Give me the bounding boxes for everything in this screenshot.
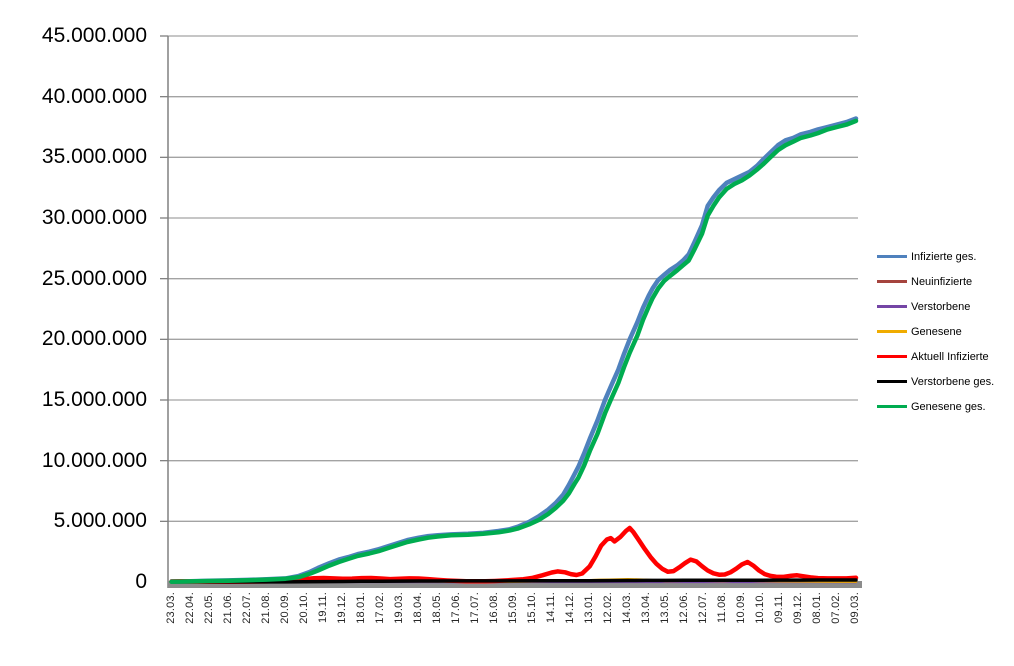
- y-axis-label: 15.000.000: [41, 388, 147, 411]
- x-axis-label: 18.05.: [430, 592, 443, 624]
- x-axis-label: 13.05.: [658, 592, 671, 624]
- legend-line-swatch: [877, 305, 907, 308]
- y-axis-label: 10.000.000: [41, 448, 147, 472]
- x-axis-label: 23.03.: [164, 592, 177, 624]
- x-axis-label: 13.04.: [639, 592, 652, 624]
- x-axis-label: 20.10.: [297, 592, 310, 624]
- x-axis-label: 19.12.: [335, 592, 348, 624]
- x-axis-label: 12.02.: [601, 592, 614, 624]
- x-axis-label: 15.10.: [525, 592, 538, 624]
- x-axis-label: 12.07.: [696, 592, 709, 624]
- y-axis-label: 20.000.000: [41, 327, 147, 351]
- legend-item-label: Verstorbene ges.: [911, 375, 995, 388]
- x-axis-label: 22.07.: [240, 592, 253, 624]
- legend-line-swatch: [877, 380, 907, 383]
- legend-line-swatch: [877, 405, 907, 408]
- y-axis-label: 35.000.000: [41, 145, 147, 169]
- legend-item-label: Genesene ges.: [911, 400, 986, 413]
- x-axis-label: 08.01.: [810, 592, 823, 624]
- x-axis-label: 10.09.: [734, 592, 747, 624]
- x-axis-label: 21.06.: [221, 592, 234, 624]
- legend-item-label: Infizierte ges.: [911, 250, 977, 263]
- legend-line-swatch: [877, 280, 907, 283]
- x-axis-label: 10.10.: [753, 592, 766, 624]
- legend-item: Verstorbene ges.: [877, 375, 994, 388]
- x-axis-label: 22.04.: [183, 592, 196, 624]
- legend-item-label: Verstorbene: [911, 300, 971, 313]
- x-axis-label: 18.04.: [411, 592, 424, 624]
- y-axis-labels: 45.000.000 40.000.000 35.000.000 30.000.000…: [0, 0, 147, 666]
- legend-item: Neuinfizierte: [877, 275, 994, 288]
- x-axis-label: 17.02.: [373, 592, 386, 624]
- x-axis-label: 21.08.: [259, 592, 272, 624]
- legend-line-swatch: [877, 355, 907, 358]
- y-axis-label: 30.000.000: [41, 206, 147, 229]
- x-axis-label: 14.12.: [563, 592, 576, 624]
- legend-item-label: Genesene: [911, 325, 962, 338]
- x-axis-label: 20.09.: [278, 592, 291, 624]
- legend-item-label: Aktuell Infizierte: [911, 350, 989, 363]
- x-axis-label: 14.11.: [544, 592, 557, 623]
- chart-legend: Infizierte ges. Neuinfizierte Verstorben…: [877, 250, 994, 413]
- legend-item: Verstorbene: [877, 300, 994, 313]
- x-axis-label: 17.07.: [468, 592, 481, 624]
- x-axis-label: 19.03.: [392, 592, 405, 624]
- x-axis-label: 09.03.: [849, 592, 861, 624]
- legend-item: Aktuell Infizierte: [877, 350, 994, 363]
- x-axis-label: 16.08.: [487, 592, 500, 624]
- legend-line-swatch: [877, 255, 907, 258]
- legend-item: Genesene ges.: [877, 400, 994, 413]
- legend-item: Infizierte ges.: [877, 250, 994, 263]
- legend-item: Genesene: [877, 325, 994, 338]
- x-axis-label: 15.09.: [506, 592, 519, 624]
- x-axis-label: 09.12.: [791, 592, 804, 624]
- y-axis-label: 0: [135, 570, 147, 593]
- x-axis-label: 18.01.: [354, 592, 367, 624]
- x-axis-label: 17.06.: [449, 592, 462, 624]
- x-axis-label: 12.06.: [677, 592, 690, 624]
- x-axis-label: 13.01.: [582, 592, 595, 624]
- x-axis-label: 07.02.: [829, 592, 842, 624]
- y-axis-label: 45.000.000: [41, 24, 147, 47]
- x-axis-label: 22.05.: [202, 592, 215, 624]
- legend-line-swatch: [877, 330, 907, 333]
- x-axis-label: 14.03.: [620, 592, 633, 624]
- x-axis-label: 11.08.: [715, 592, 728, 623]
- y-axis-label: 5.000.000: [53, 509, 147, 533]
- y-axis-label: 25.000.000: [41, 266, 147, 290]
- legend-item-label: Neuinfizierte: [911, 275, 973, 288]
- x-axis-label: 19.11.: [316, 592, 329, 623]
- x-axis-label: 09.11.: [772, 592, 785, 623]
- y-axis-label: 40.000.000: [41, 84, 147, 108]
